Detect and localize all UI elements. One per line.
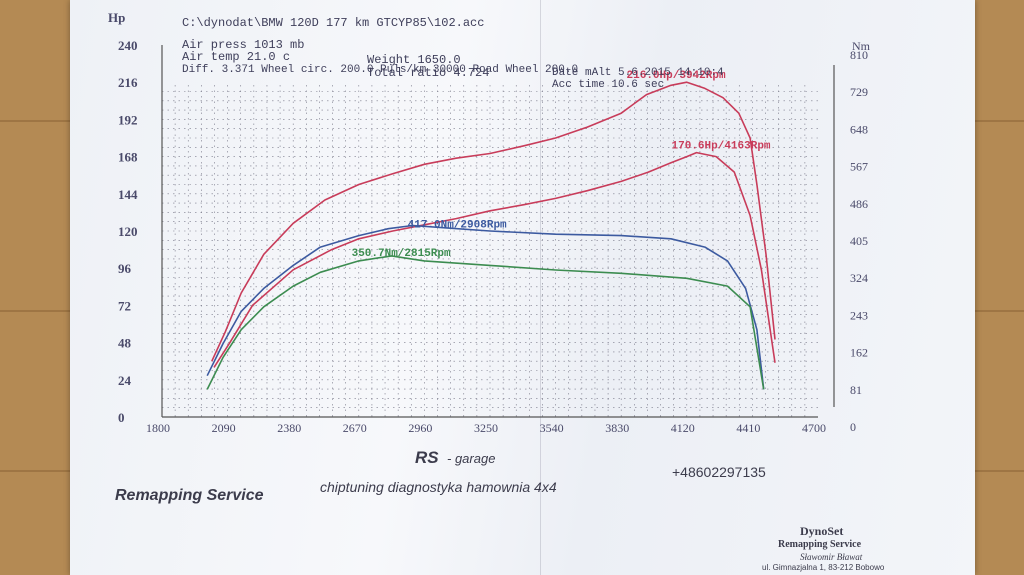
left-tick-label: 48 bbox=[118, 336, 132, 351]
right-tick-label: 0 bbox=[850, 420, 856, 434]
header-air-press: Air press 1013 mb bbox=[182, 38, 304, 52]
header-air-temp: Air temp 21.0 c bbox=[182, 50, 290, 64]
left-tick-label: 24 bbox=[118, 373, 132, 388]
left-tick-label: 216 bbox=[118, 75, 138, 90]
left-tick-label: 96 bbox=[118, 261, 132, 276]
series-line-3 bbox=[206, 255, 765, 390]
footer-address: ul. Gimnazjalna 1, 83-212 Bobowo bbox=[762, 563, 885, 572]
dyno-printout bbox=[70, 0, 975, 575]
x-tick-label: 2090 bbox=[212, 421, 236, 435]
right-tick-label: 162 bbox=[850, 346, 868, 360]
footer-remapping-service: Remapping Service bbox=[115, 487, 264, 504]
chart-labels: 2402161921681441209672482408107296485674… bbox=[118, 38, 868, 435]
series-line-1 bbox=[213, 151, 776, 368]
header-total-ratio: Total ratio 4.724 bbox=[367, 66, 489, 80]
x-tick-label: 2670 bbox=[343, 421, 367, 435]
x-tick-label: 4700 bbox=[802, 421, 826, 435]
right-tick-label: 405 bbox=[850, 234, 868, 248]
right-tick-label: 729 bbox=[850, 85, 868, 99]
chart-series bbox=[206, 81, 776, 390]
x-tick-label: 2960 bbox=[408, 421, 432, 435]
header-diff: Diff. 3.371 Wheel circ. 200.0 Puls/km 30… bbox=[182, 64, 578, 76]
x-tick-label: 1800 bbox=[146, 421, 170, 435]
series-line-2 bbox=[206, 224, 765, 390]
left-tick-label: 168 bbox=[118, 150, 138, 165]
x-tick-label: 3250 bbox=[474, 421, 498, 435]
footer-owner: Sławomir Bławat bbox=[800, 552, 863, 562]
right-tick-label: 243 bbox=[850, 308, 868, 322]
right-tick-label: 567 bbox=[850, 160, 868, 174]
header-weight: Weight 1650.0 bbox=[367, 53, 461, 67]
chart-axes bbox=[161, 45, 835, 418]
right-tick-label: 324 bbox=[850, 271, 868, 285]
footer-services: chiptuning diagnostyka hamownia 4x4 bbox=[320, 479, 557, 495]
right-tick-label: 81 bbox=[850, 383, 862, 397]
header-date: Date mAlt 5.6.2015 14:10:4 bbox=[552, 67, 724, 79]
footer-rs: RS bbox=[415, 448, 439, 467]
footer-company: Remapping Service bbox=[778, 539, 862, 550]
x-tick-label: 3540 bbox=[540, 421, 564, 435]
left-tick-label: 72 bbox=[118, 298, 131, 313]
peak-annotation: 216.0Hp/3942Rpm bbox=[627, 70, 726, 82]
left-tick-label: 192 bbox=[118, 112, 138, 127]
left-tick-label: 240 bbox=[118, 38, 138, 53]
left-tick-label: 120 bbox=[118, 224, 138, 239]
x-tick-label: 4120 bbox=[671, 421, 695, 435]
header-acc-time: Acc time 10.6 sec bbox=[552, 79, 664, 91]
right-tick-label: 648 bbox=[850, 122, 868, 136]
footer-dynoset: DynoSet bbox=[800, 524, 844, 538]
left-axis-unit: Hp bbox=[108, 10, 125, 25]
x-tick-label: 3830 bbox=[605, 421, 629, 435]
footer-phone: +48602297135 bbox=[672, 464, 766, 480]
left-tick-label: 0 bbox=[118, 410, 125, 425]
chart-grid bbox=[162, 85, 818, 417]
right-axis-unit: Nm bbox=[852, 39, 871, 53]
left-tick-label: 144 bbox=[118, 187, 138, 202]
x-tick-label: 4410 bbox=[736, 421, 760, 435]
series-line-0 bbox=[211, 81, 776, 362]
header-file-path: C:\dynodat\BMW 120D 177 km GTCYP85\102.a… bbox=[182, 16, 484, 30]
peak-annotation: 417.0Nm/2908Rpm bbox=[408, 219, 507, 231]
right-tick-label: 810 bbox=[850, 48, 868, 62]
footer-garage: - garage bbox=[447, 451, 496, 466]
peak-annotation: 170.6Hp/4163Rpm bbox=[672, 141, 771, 153]
x-tick-label: 2380 bbox=[277, 421, 301, 435]
peak-annotation: 350.7Nm/2815Rpm bbox=[352, 248, 451, 260]
right-tick-label: 486 bbox=[850, 197, 868, 211]
